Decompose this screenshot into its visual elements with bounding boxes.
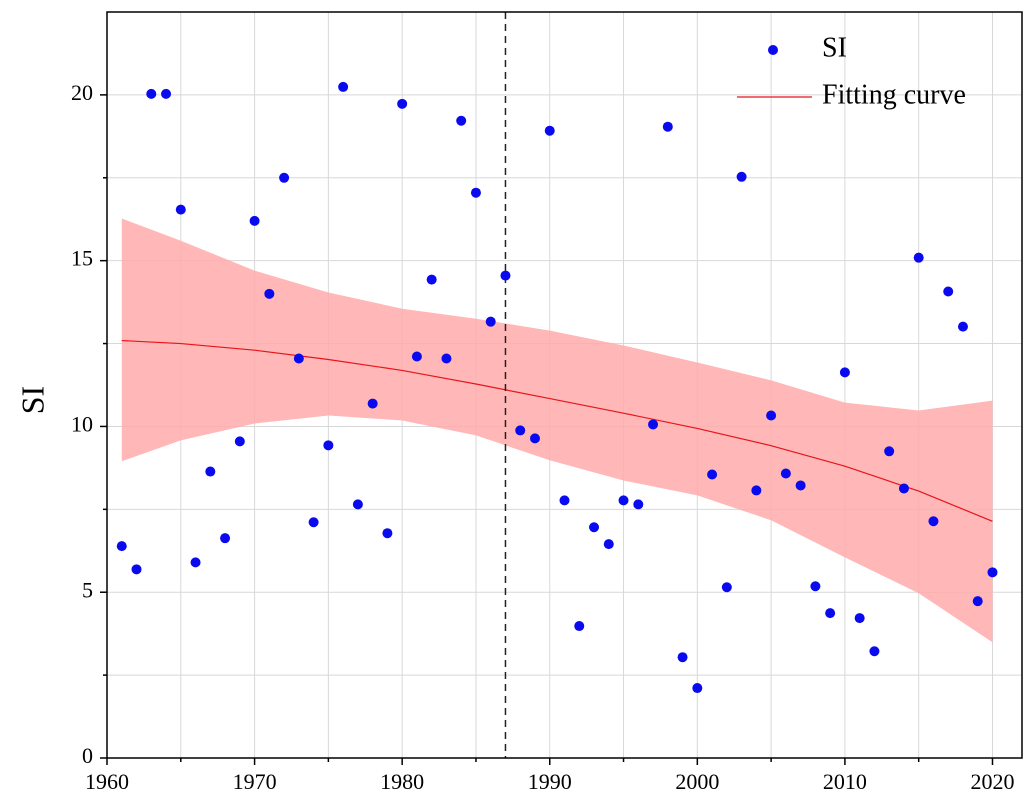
point <box>618 495 629 506</box>
point <box>559 495 570 506</box>
point <box>987 567 998 578</box>
point <box>574 621 585 632</box>
point <box>116 541 127 552</box>
x-tick-label: 1960 <box>85 769 129 794</box>
y-axis-label: SI <box>14 386 50 414</box>
point <box>736 171 747 182</box>
point <box>293 353 304 364</box>
legend-marker <box>768 45 778 55</box>
point <box>544 125 555 136</box>
point <box>957 321 968 332</box>
x-tick-label: 2020 <box>970 769 1014 794</box>
point <box>338 81 349 92</box>
legend-label: Fitting curve <box>822 79 966 110</box>
point <box>131 564 142 575</box>
point <box>589 522 600 533</box>
point <box>175 204 186 215</box>
point <box>397 98 408 109</box>
point <box>411 351 422 362</box>
point <box>707 469 718 480</box>
point <box>323 440 334 451</box>
point <box>279 172 290 183</box>
point <box>190 557 201 568</box>
x-tick-label: 1990 <box>528 769 572 794</box>
point <box>500 270 511 281</box>
plot-frame <box>106 11 1023 759</box>
point <box>426 274 437 285</box>
point <box>972 596 983 607</box>
point <box>470 187 481 198</box>
point <box>795 480 806 491</box>
point <box>648 419 659 430</box>
point <box>382 528 393 539</box>
y-tick-label: 0 <box>82 743 93 768</box>
point <box>146 88 157 99</box>
point <box>633 499 644 510</box>
fit-line <box>121 339 993 522</box>
point <box>485 316 496 327</box>
x-tick-label: 2010 <box>823 769 867 794</box>
point <box>308 517 319 528</box>
x-tick-label: 2000 <box>675 769 719 794</box>
point <box>662 121 673 132</box>
point <box>884 446 895 457</box>
x-tick-label: 1980 <box>380 769 424 794</box>
point <box>456 115 467 126</box>
point <box>205 466 216 477</box>
x-tick-label: 1970 <box>233 769 277 794</box>
point <box>780 468 791 479</box>
point <box>367 398 378 409</box>
confidence-band <box>121 218 993 643</box>
point <box>220 533 231 544</box>
point <box>751 485 762 496</box>
point <box>603 539 614 550</box>
y-tick-label: 15 <box>71 246 93 271</box>
point <box>161 88 172 99</box>
point <box>677 652 688 663</box>
point <box>825 608 836 619</box>
legend-label: SI <box>822 32 847 63</box>
point <box>515 425 526 436</box>
point <box>943 286 954 297</box>
point <box>928 516 939 527</box>
point <box>249 215 260 226</box>
point <box>352 499 363 510</box>
point <box>441 353 452 364</box>
point <box>854 613 865 624</box>
point <box>721 582 732 593</box>
point <box>810 581 821 592</box>
point <box>913 252 924 263</box>
point <box>869 646 880 657</box>
point <box>898 483 909 494</box>
point <box>692 683 703 694</box>
point <box>264 288 275 299</box>
y-tick-label: 20 <box>71 80 93 105</box>
y-tick-label: 5 <box>82 577 93 602</box>
point <box>234 436 245 447</box>
point <box>839 367 850 378</box>
y-tick-label: 10 <box>71 411 93 436</box>
point <box>766 410 777 421</box>
point <box>529 433 540 444</box>
